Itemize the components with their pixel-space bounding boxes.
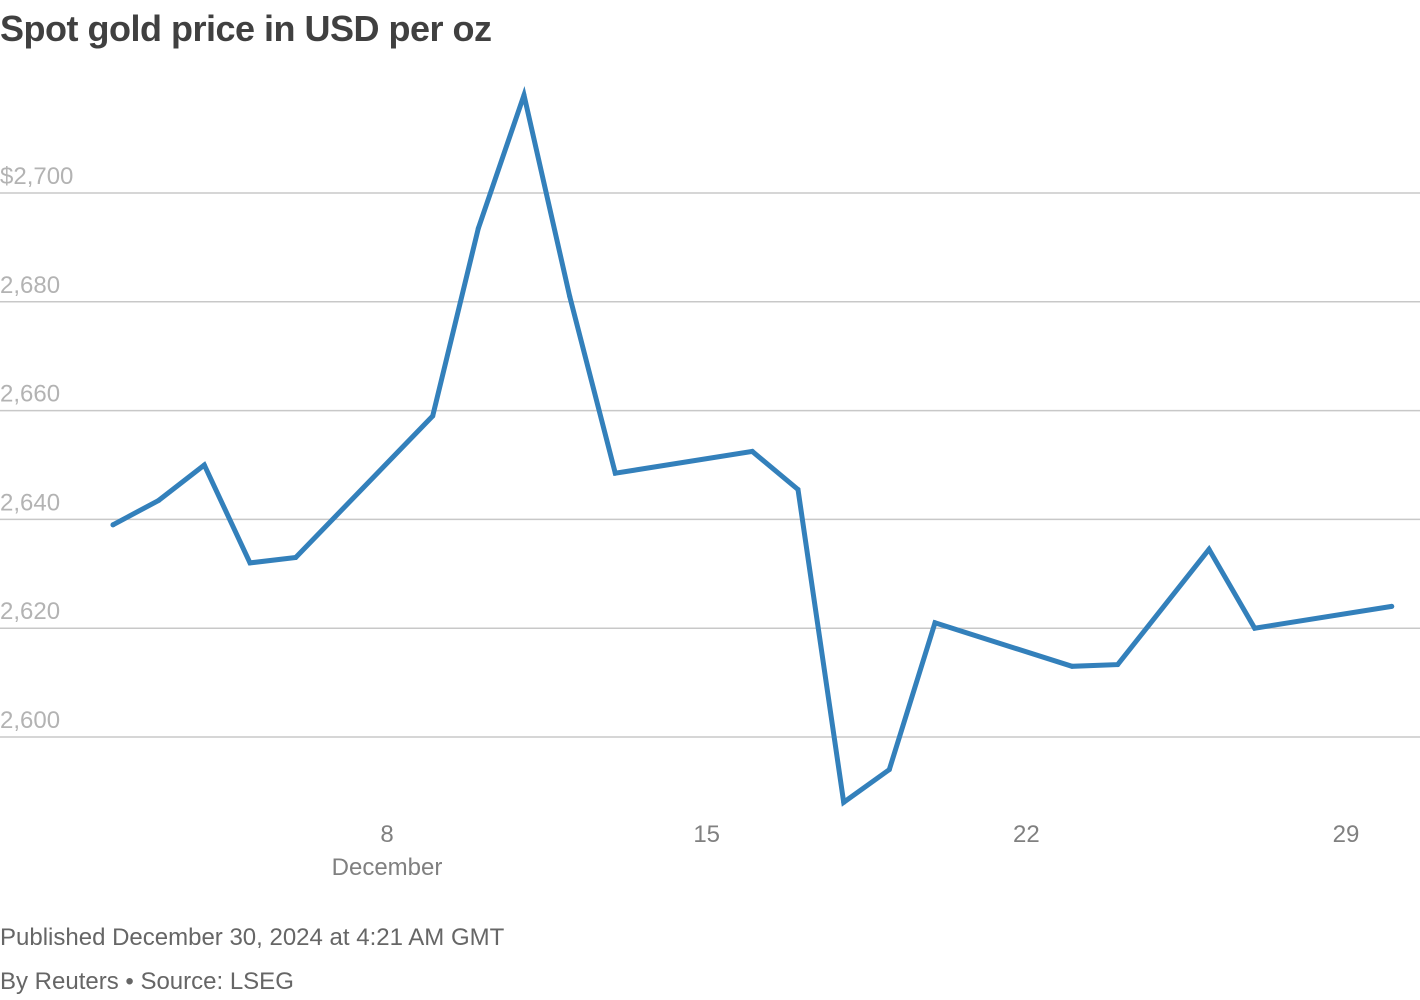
data-point <box>1389 603 1395 609</box>
data-point <box>932 620 938 626</box>
x-tick-label: 29 <box>1333 821 1360 848</box>
chart-title: Spot gold price in USD per oz <box>0 8 492 49</box>
y-tick-label: 2,680 <box>0 272 60 299</box>
data-point <box>247 560 253 566</box>
data-point <box>293 555 299 560</box>
published-date: Published December 30, 2024 at 4:21 AM G… <box>0 924 505 951</box>
data-point <box>749 448 755 454</box>
x-tick-label: 8 <box>380 821 393 848</box>
x-axis-labels: 8 December 15 22 29 <box>332 821 1360 881</box>
data-point <box>567 293 573 299</box>
y-tick-label: $2,700 <box>0 163 73 190</box>
y-tick-label: 2,620 <box>0 598 60 625</box>
data-point <box>430 413 436 419</box>
data-point <box>1115 662 1121 668</box>
series-layer <box>110 85 1395 807</box>
y-tick-label: 2,660 <box>0 381 60 408</box>
data-point <box>521 92 527 98</box>
y-tick-label: 2,640 <box>0 489 60 516</box>
data-point <box>475 225 481 231</box>
data-point <box>156 497 162 503</box>
series-line <box>110 85 1395 807</box>
y-axis-labels: 2,600 2,620 2,640 2,660 2,680 $2,700 <box>0 163 73 734</box>
data-point <box>612 470 618 476</box>
data-point <box>1069 663 1075 669</box>
data-point <box>1206 546 1212 552</box>
byline-source: By Reuters • Source: LSEG <box>0 968 294 995</box>
gridlines <box>0 192 1420 738</box>
y-tick-label: 2,600 <box>0 707 60 734</box>
data-point <box>841 799 847 805</box>
data-point <box>110 522 116 528</box>
x-tick-label: 22 <box>1013 821 1040 848</box>
data-point <box>1252 625 1258 631</box>
data-point <box>795 487 801 492</box>
data-point <box>886 767 892 773</box>
x-tick-label: 15 <box>693 821 720 848</box>
data-point <box>201 462 207 468</box>
x-tick-month-label: December <box>332 854 443 881</box>
